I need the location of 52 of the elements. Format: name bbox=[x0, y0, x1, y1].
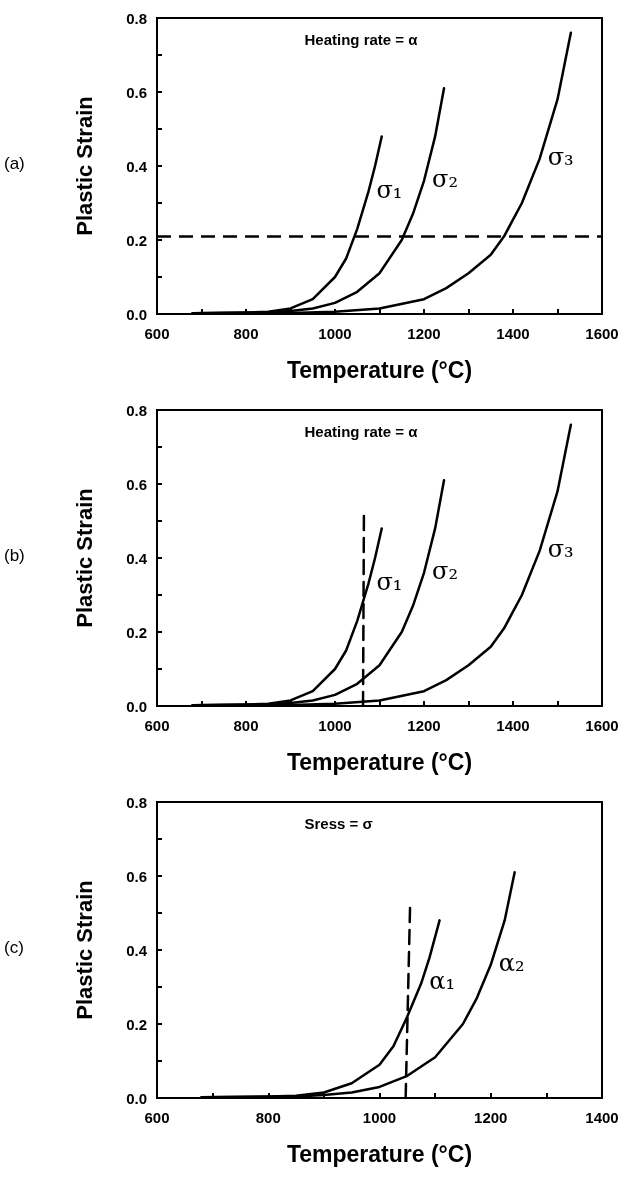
series-label: σ₁ bbox=[376, 175, 403, 204]
annotation: Heating rate = α bbox=[304, 31, 419, 48]
x-tick-label: 800 bbox=[233, 325, 259, 342]
text: 0.0 bbox=[126, 1089, 147, 1107]
x-tick-label: 800 bbox=[255, 1109, 281, 1126]
series-label: α₁ bbox=[429, 967, 456, 996]
series-label: α₂ bbox=[498, 948, 525, 977]
annotation: Heating rate = α bbox=[304, 423, 419, 440]
y-tick-label: 0.6 bbox=[126, 83, 147, 101]
text: 0.0 bbox=[126, 697, 147, 715]
x-tick-label: 1000 bbox=[362, 1109, 397, 1126]
x-tick-label: 1000 bbox=[318, 717, 352, 734]
y-tick-label: 0.8 bbox=[126, 793, 147, 811]
series-label: σ₃ bbox=[547, 534, 574, 563]
x-tick-label: 600 bbox=[144, 325, 170, 342]
x-tick-label: 1600 bbox=[585, 717, 619, 734]
x-tick-label: 1400 bbox=[496, 325, 530, 342]
x-tick-label: 800 bbox=[233, 717, 259, 734]
text: 0.0 bbox=[126, 305, 147, 323]
x-axis-title: Temperature (°C) bbox=[286, 748, 473, 775]
x-tick-label: 1200 bbox=[407, 717, 441, 734]
x-tick-label: 1600 bbox=[585, 325, 619, 342]
x-axis-title: Temperature (°C) bbox=[286, 356, 473, 383]
text: (c) bbox=[4, 938, 24, 957]
annotation: Sress = σ bbox=[304, 815, 373, 832]
y-tick-label: 0.4 bbox=[126, 157, 148, 175]
x-tick-label: 1200 bbox=[474, 1109, 508, 1126]
y-tick-label: 0.6 bbox=[126, 867, 147, 885]
y-tick-label: 0.2 bbox=[126, 1015, 147, 1033]
x-tick-label: 1000 bbox=[318, 325, 352, 342]
y-tick-label: 0.4 bbox=[126, 549, 148, 567]
y-tick-label: 0.8 bbox=[126, 9, 147, 27]
x-tick-label: 1200 bbox=[407, 325, 441, 342]
y-axis-title: Plastic Strain bbox=[71, 880, 97, 1020]
x-tick-label: 600 bbox=[144, 1109, 170, 1126]
y-axis-title: Plastic Strain bbox=[71, 96, 97, 236]
x-axis-title: Temperature (°C) bbox=[286, 1140, 473, 1167]
text: (b) bbox=[4, 546, 25, 565]
y-tick-label: 0.2 bbox=[126, 231, 147, 249]
x-tick-label: 1400 bbox=[496, 717, 530, 734]
series-label: σ₂ bbox=[432, 556, 459, 585]
text: (a) bbox=[4, 154, 25, 173]
series-label: σ₂ bbox=[432, 164, 459, 193]
y-tick-label: 0.4 bbox=[126, 941, 148, 959]
y-tick-label: 0.6 bbox=[126, 475, 147, 493]
y-tick-label: 0.2 bbox=[126, 623, 147, 641]
series-label: σ₃ bbox=[547, 142, 574, 171]
y-axis-title: Plastic Strain bbox=[71, 488, 97, 628]
x-tick-label: 600 bbox=[144, 717, 170, 734]
y-tick-label: 0.8 bbox=[126, 401, 147, 419]
series-label: σ₁ bbox=[376, 567, 403, 596]
x-tick-label: 1400 bbox=[585, 1109, 619, 1126]
